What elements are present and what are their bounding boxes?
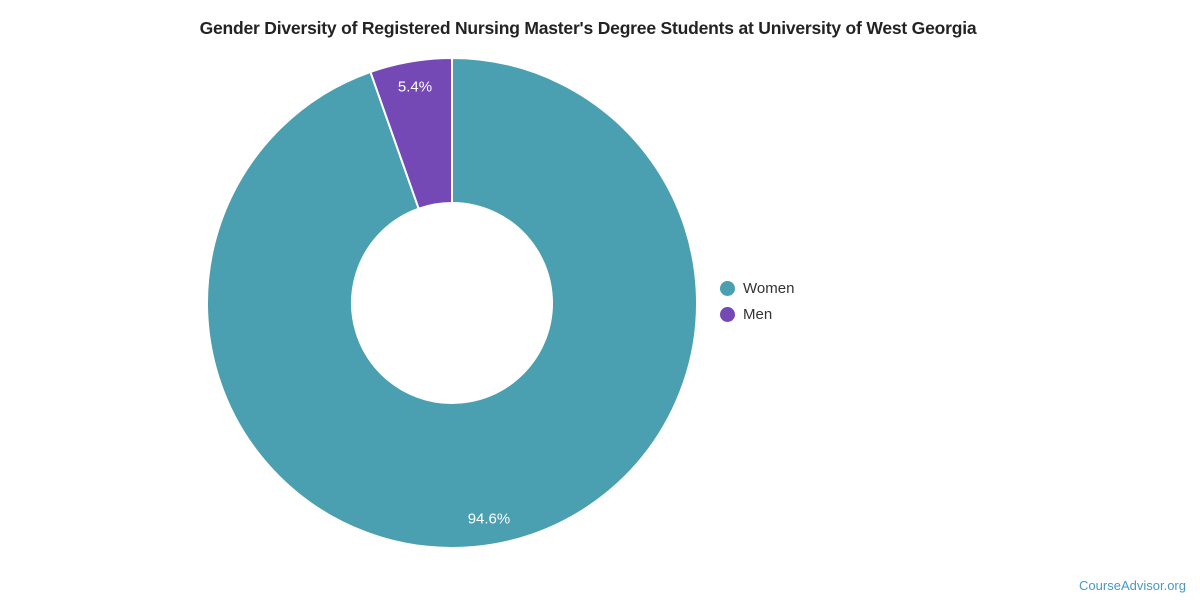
legend-item-men[interactable]: Men bbox=[720, 303, 794, 325]
slice-value-label-men: 5.4% bbox=[398, 79, 432, 96]
legend-marker-icon bbox=[720, 306, 735, 322]
legend: Women Men bbox=[720, 277, 794, 325]
watermark-link[interactable]: CourseAdvisor.org bbox=[1079, 578, 1186, 593]
slice-value-label-women: 94.6% bbox=[468, 510, 511, 527]
legend-marker-icon bbox=[720, 280, 735, 296]
legend-item-label: Men bbox=[743, 305, 773, 323]
chart-title: Gender Diversity of Registered Nursing M… bbox=[199, 18, 977, 38]
pie-slice-women[interactable] bbox=[206, 57, 698, 549]
legend-item-label: Women bbox=[743, 279, 795, 297]
pie-slice-men[interactable] bbox=[369, 57, 453, 210]
legend-item-women[interactable]: Women bbox=[720, 277, 794, 299]
